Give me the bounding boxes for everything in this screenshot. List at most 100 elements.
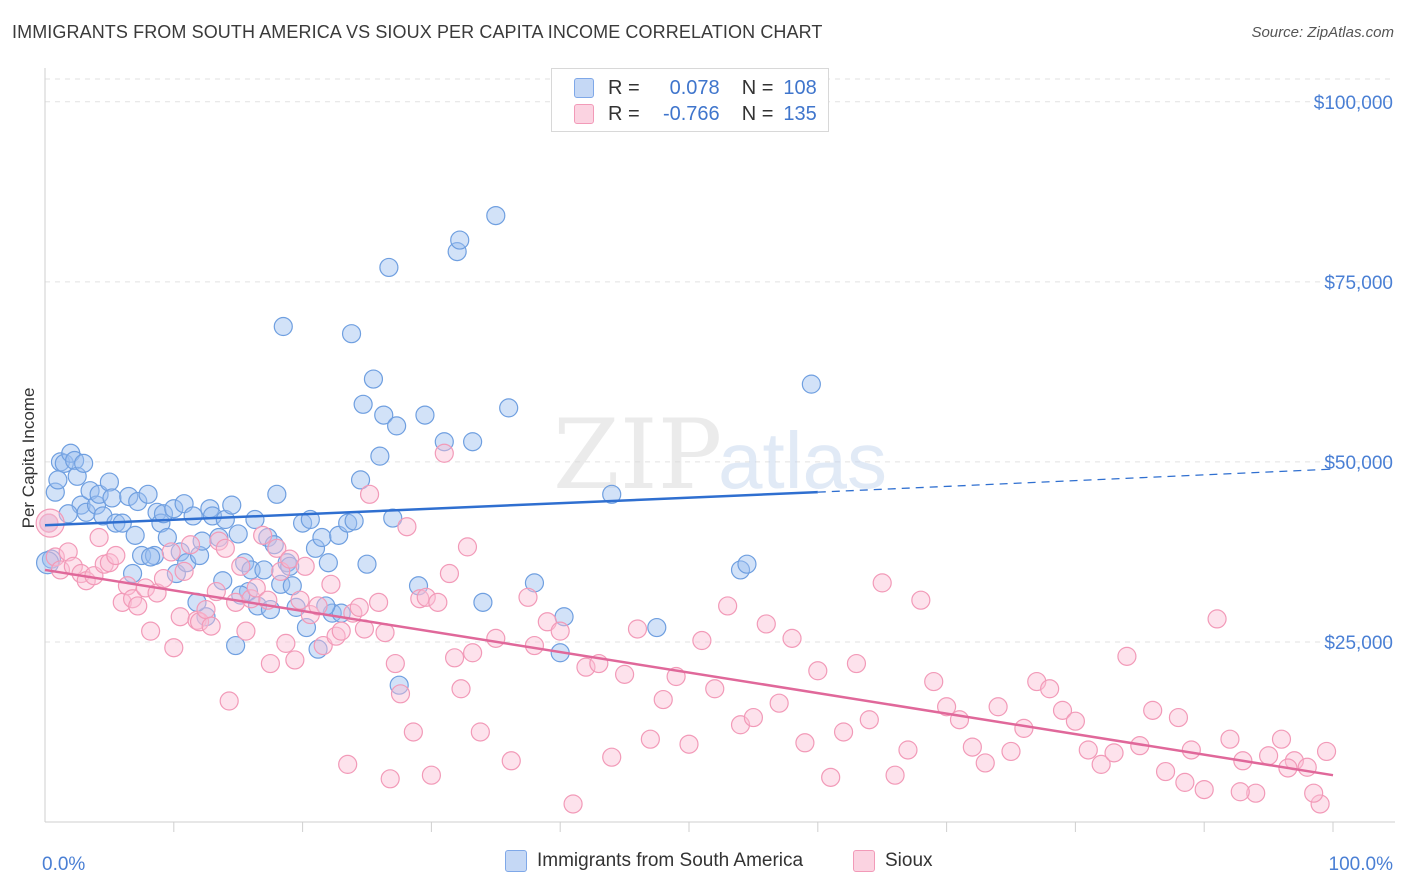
point-sioux <box>285 650 305 670</box>
point-sioux <box>470 722 490 742</box>
point-sioux <box>885 765 905 785</box>
point-sioux <box>1207 609 1227 629</box>
legend-r-value: 0.078 <box>669 76 720 99</box>
point-immigrants <box>183 506 203 526</box>
point-sioux <box>1155 761 1176 782</box>
point-sioux <box>397 517 417 537</box>
point-sioux <box>911 590 931 610</box>
stats-legend: R = 0.078 N = 108 R = -0.766 N = 135 <box>551 68 829 132</box>
point-immigrants <box>153 504 174 524</box>
point-immigrants <box>280 556 300 576</box>
point-sioux <box>1175 772 1195 792</box>
trend-line-sioux <box>44 568 1334 777</box>
point-immigrants <box>447 242 467 262</box>
point-sioux <box>821 767 841 787</box>
point-immigrants <box>125 525 145 545</box>
point-sioux <box>189 612 210 632</box>
point-sioux <box>39 513 59 533</box>
point-sioux <box>128 596 148 616</box>
point-sioux <box>602 747 622 767</box>
y-tick-label: $50,000 <box>1324 453 1393 474</box>
point-sioux <box>705 679 725 699</box>
point-immigrants <box>647 617 667 638</box>
point-sioux <box>1104 743 1124 763</box>
point-immigrants <box>450 230 470 250</box>
point-immigrants <box>383 508 403 528</box>
point-sioux <box>338 754 358 774</box>
point-immigrants <box>499 398 519 418</box>
series-sioux-points <box>35 443 1337 814</box>
point-sioux <box>614 664 635 684</box>
legend-n-value: 135 <box>783 102 817 125</box>
point-immigrants <box>74 453 94 473</box>
point-immigrants <box>164 499 184 519</box>
legend-swatch-sioux <box>574 104 594 124</box>
point-immigrants <box>222 495 242 515</box>
point-immigrants <box>473 592 493 612</box>
point-sioux <box>390 684 411 704</box>
chart-source: Source: ZipAtlas.com <box>1251 24 1394 41</box>
point-immigrants <box>226 635 246 656</box>
point-sioux <box>380 769 400 789</box>
point-sioux <box>486 628 506 648</box>
point-sioux <box>872 573 892 593</box>
point-sioux <box>421 765 441 785</box>
point-sioux <box>1304 783 1324 803</box>
legend-r-label: R = <box>608 102 640 125</box>
point-sioux <box>808 661 828 681</box>
legend-item-immigrants[interactable]: Immigrants from South America <box>505 850 803 872</box>
point-sioux <box>290 590 310 610</box>
point-sioux <box>463 643 483 663</box>
point-sioux <box>718 596 738 616</box>
point-sioux <box>859 710 879 730</box>
point-sioux <box>1297 757 1317 777</box>
watermark-atlas: atlas <box>718 416 887 505</box>
point-sioux <box>267 538 287 558</box>
point-sioux <box>653 689 673 710</box>
point-immigrants <box>245 509 265 530</box>
point-sioux <box>231 556 251 576</box>
point-immigrants <box>128 491 148 512</box>
point-immigrants <box>350 470 371 490</box>
point-sioux <box>280 549 300 569</box>
legend-n-label: N = <box>741 76 774 99</box>
point-sioux <box>975 753 995 773</box>
point-sioux <box>170 607 190 627</box>
point-sioux <box>627 619 648 639</box>
point-sioux <box>428 592 448 612</box>
point-immigrants <box>801 374 821 394</box>
point-sioux <box>141 621 161 641</box>
point-immigrants <box>370 446 390 466</box>
x-tick-label-max: 100.0% <box>1329 854 1394 875</box>
point-sioux <box>331 621 351 641</box>
point-immigrants <box>48 470 68 490</box>
point-sioux <box>276 633 296 653</box>
point-sioux <box>219 691 239 711</box>
point-sioux <box>99 553 120 573</box>
point-immigrants <box>305 538 326 558</box>
bottom-legend: Immigrants from South America Sioux <box>0 850 1406 878</box>
y-tick-label: $75,000 <box>1324 273 1393 294</box>
point-immigrants <box>341 324 362 344</box>
point-immigrants <box>99 472 120 492</box>
y-axis-label: Per Capita Income <box>19 388 38 529</box>
point-sioux <box>1078 740 1098 760</box>
point-sioux <box>756 614 776 634</box>
point-sioux <box>1143 700 1163 720</box>
point-sioux <box>359 484 380 504</box>
point-immigrants <box>138 484 158 504</box>
point-sioux <box>692 630 712 651</box>
legend-swatch-immigrants <box>505 850 527 872</box>
point-sioux <box>988 697 1008 717</box>
point-sioux <box>1001 741 1021 762</box>
point-sioux <box>1040 679 1060 699</box>
legend-item-sioux[interactable]: Sioux <box>853 850 933 872</box>
point-sioux <box>1117 646 1137 666</box>
legend-label-immigrants: Immigrants from South America <box>537 850 804 871</box>
point-immigrants <box>387 416 407 436</box>
point-sioux <box>209 531 229 551</box>
legend-row-sioux: R = -0.766 N = 135 <box>574 102 817 126</box>
point-sioux <box>769 693 789 713</box>
point-immigrants <box>363 369 384 389</box>
